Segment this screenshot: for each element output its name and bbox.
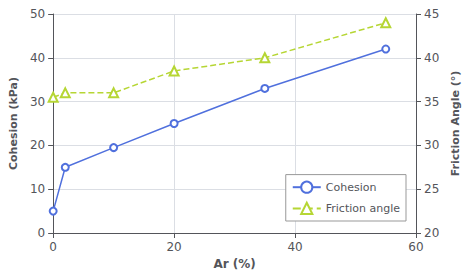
svg-text:Ar (%): Ar (%)	[213, 257, 255, 271]
svg-text:0: 0	[49, 240, 57, 254]
svg-text:40: 40	[30, 51, 45, 65]
svg-text:20: 20	[424, 226, 439, 240]
svg-text:0: 0	[38, 226, 46, 240]
svg-text:50: 50	[30, 7, 45, 21]
svg-text:Cohesion (kPa): Cohesion (kPa)	[7, 77, 20, 170]
svg-text:40: 40	[287, 240, 302, 254]
svg-text:20: 20	[166, 240, 181, 254]
svg-text:45: 45	[424, 7, 439, 21]
svg-text:Cohesion: Cohesion	[326, 181, 377, 194]
svg-text:35: 35	[424, 95, 439, 109]
svg-text:60: 60	[408, 240, 423, 254]
svg-text:20: 20	[30, 138, 45, 152]
svg-text:40: 40	[424, 51, 439, 65]
svg-text:30: 30	[424, 138, 439, 152]
svg-text:25: 25	[424, 182, 439, 196]
svg-text:10: 10	[30, 182, 45, 196]
svg-text:30: 30	[30, 95, 45, 109]
svg-text:Friction angle: Friction angle	[326, 202, 400, 215]
svg-text:Friction Angle (°): Friction Angle (°)	[449, 71, 462, 177]
